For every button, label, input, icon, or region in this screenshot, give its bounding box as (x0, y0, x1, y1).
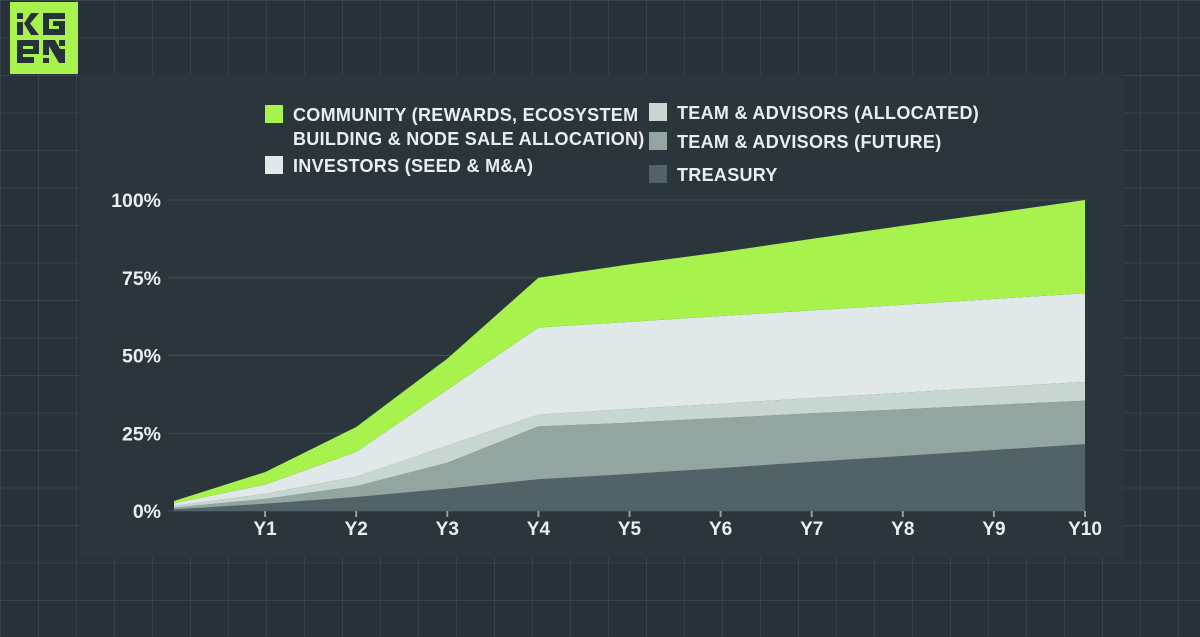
legend-label-community: COMMUNITY (REWARDS, ECOSYSTEM BUILDING &… (293, 103, 645, 151)
legend-item-treasury: TREASURY (649, 163, 979, 187)
legend-swatch-investors (265, 156, 283, 174)
legend-label-community-line2: BUILDING & NODE SALE ALLOCATION) (293, 129, 645, 149)
legend-column-right: TEAM & ADVISORS (ALLOCATED) TEAM & ADVIS… (649, 101, 979, 192)
legend-label-treasury: TREASURY (677, 165, 778, 185)
legend-swatch-team-allocated (649, 103, 667, 121)
legend-column-left: COMMUNITY (REWARDS, ECOSYSTEM BUILDING &… (265, 103, 645, 178)
legend-item-community: COMMUNITY (REWARDS, ECOSYSTEM BUILDING &… (265, 103, 645, 151)
legend-item-investors: INVESTORS (SEED & M&A) (265, 154, 645, 178)
legend-item-team-future: TEAM & ADVISORS (FUTURE) (649, 130, 979, 154)
legend-label-team-allocated: TEAM & ADVISORS (ALLOCATED) (677, 103, 980, 123)
legend-label-community-line1: COMMUNITY (REWARDS, ECOSYSTEM (293, 105, 639, 125)
legend-item-team-allocated: TEAM & ADVISORS (ALLOCATED) (649, 101, 979, 125)
legend-label-investors: INVESTORS (SEED & M&A) (293, 156, 534, 176)
legend-swatch-team-future (649, 132, 667, 150)
legend-swatch-community (265, 105, 283, 123)
legend-swatch-treasury (649, 165, 667, 183)
legend-label-team-future: TEAM & ADVISORS (FUTURE) (677, 132, 942, 152)
kgen-logo-icon (10, 2, 78, 74)
